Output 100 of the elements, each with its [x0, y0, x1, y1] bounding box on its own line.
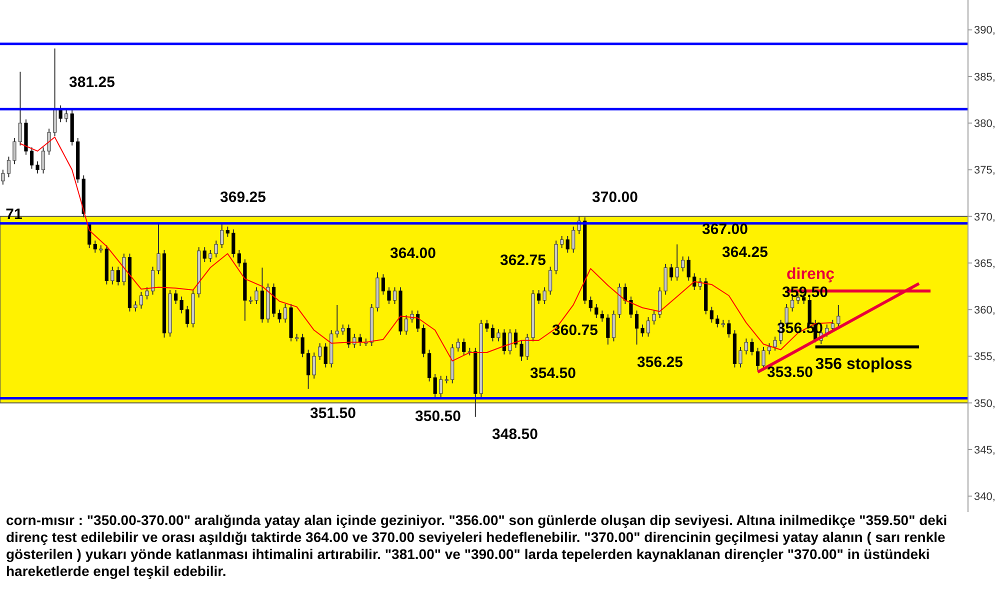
y-tick-label: 360,: [974, 304, 996, 317]
candlestick: [58, 104, 62, 123]
annotation: 353.50: [767, 364, 813, 381]
candlestick: [404, 314, 408, 336]
annotation: 369.25: [220, 189, 266, 206]
candlestick: [514, 328, 518, 348]
annotation: 351.50: [310, 405, 356, 422]
candlestick: [508, 328, 512, 355]
candlestick: [139, 291, 144, 310]
candlestick: [548, 266, 552, 296]
candlestick: [278, 309, 282, 324]
candlestick: [150, 266, 155, 296]
candlestick: [686, 256, 690, 282]
series-label: direnç: [786, 266, 835, 283]
candlestick: [634, 310, 639, 346]
annotation: 356.25: [637, 354, 683, 371]
annotation: 350.50: [415, 408, 461, 425]
candlestick: [566, 235, 570, 254]
annotation: 362.75: [500, 252, 546, 269]
candlestick: [18, 71, 22, 146]
candlestick: [47, 128, 51, 156]
candlestick: [237, 249, 241, 268]
candlestick: [520, 340, 524, 362]
candlestick: [381, 274, 386, 296]
candlestick: [629, 296, 633, 319]
candlestick: [254, 286, 258, 305]
candlestick: [836, 304, 840, 328]
candlestick: [727, 319, 731, 338]
candlestick: [750, 338, 754, 356]
candlestick: [41, 146, 46, 174]
y-tick-label: 355,: [974, 351, 996, 364]
candlestick: [756, 347, 760, 371]
annotation: 367.00: [702, 221, 748, 238]
y-tick-label: 350,: [974, 398, 996, 410]
candlestick: [174, 290, 178, 305]
candlestick: [12, 138, 16, 165]
candlestick: [110, 266, 114, 285]
candlestick: [116, 266, 120, 286]
candlestick: [588, 296, 592, 312]
candlestick: [670, 263, 674, 282]
candlestick: [710, 306, 714, 324]
candlestick: [675, 244, 679, 282]
candlestick: [773, 336, 777, 352]
candlestick: [640, 324, 644, 338]
candlestick: [502, 328, 506, 355]
series-label: 356 stoploss: [815, 356, 912, 373]
candlestick: [145, 286, 149, 300]
candlestick: [202, 246, 206, 263]
candlestick: [594, 304, 598, 319]
annotation: 348.50: [492, 426, 538, 443]
candlestick: [226, 226, 230, 238]
y-tick-label: 370,: [974, 211, 996, 224]
annotation: 354.50: [530, 365, 576, 382]
candlestick: [646, 316, 650, 338]
candlestick: [186, 305, 190, 328]
y-tick-label: 380,: [974, 118, 996, 130]
candlestick: [560, 235, 564, 249]
candlestick: [306, 349, 310, 390]
candlestick: [623, 283, 628, 305]
y-tick-label: 375,: [974, 164, 996, 177]
annotation: 360.75: [552, 322, 598, 339]
candlestick: [312, 352, 316, 380]
candlestick: [232, 228, 236, 258]
candlestick: [324, 342, 328, 368]
candlestick: [537, 290, 541, 305]
annotation: 370.00: [592, 189, 638, 206]
candlestick: [392, 286, 397, 305]
candlestick: [36, 160, 40, 174]
candlestick: [6, 156, 10, 178]
candlestick: [572, 226, 576, 254]
candlestick: [496, 328, 500, 342]
candlestick: [485, 319, 489, 333]
candlestick: [439, 375, 443, 398]
annotation: 364.25: [722, 244, 768, 261]
candlestick: [220, 222, 224, 249]
candlestick: [93, 240, 97, 254]
candlestick: [612, 310, 616, 342]
y-tick-label: 385,: [974, 71, 996, 84]
y-tick-label: 340,: [974, 491, 996, 504]
y-tick-label: 390,: [974, 24, 996, 37]
candlestick: [300, 333, 304, 358]
candlestick: [30, 146, 34, 170]
candlestick: [542, 286, 546, 305]
candlestick: [416, 310, 420, 333]
candlestick: [1, 169, 5, 186]
candlestick: [134, 300, 138, 312]
y-tick-label: 365,: [974, 258, 996, 270]
text: corn-mısır : "350.00-370.00" aralığında yatay alan içinde geziniyor. "356.00" son günlerde oluşan dip seviyesi. Altına inilmedikçe "359.50" deki direnç test edilebilir ve orası aşıldığı taktirde 364.00 ve 370.00 seviyeleri hedeflenebilir. "370.00" direncinin geçilmesi yatay alanın ( sarı renkle gösterilen ) yukarı yönde katlanması ihtimalini artırabilir. "381.00" ve "390.00" larda tepelerden kaynaklanan dirençler "370.00" in üstündeki hareketlerde engel teşkil edebilir.: [6, 512, 948, 580]
candlestick: [208, 249, 212, 263]
candlestick: [335, 304, 339, 338]
annotation: 364.00: [390, 245, 436, 262]
candlestick: [767, 342, 772, 355]
candlestick: [652, 310, 656, 326]
y-tick-label: 345,: [974, 444, 996, 456]
candlestick: [664, 263, 668, 296]
candlestick: [341, 324, 345, 336]
candlestick: [681, 256, 685, 272]
candlestick: [744, 338, 748, 355]
candlestick: [462, 338, 466, 356]
candlestick: [606, 314, 610, 346]
